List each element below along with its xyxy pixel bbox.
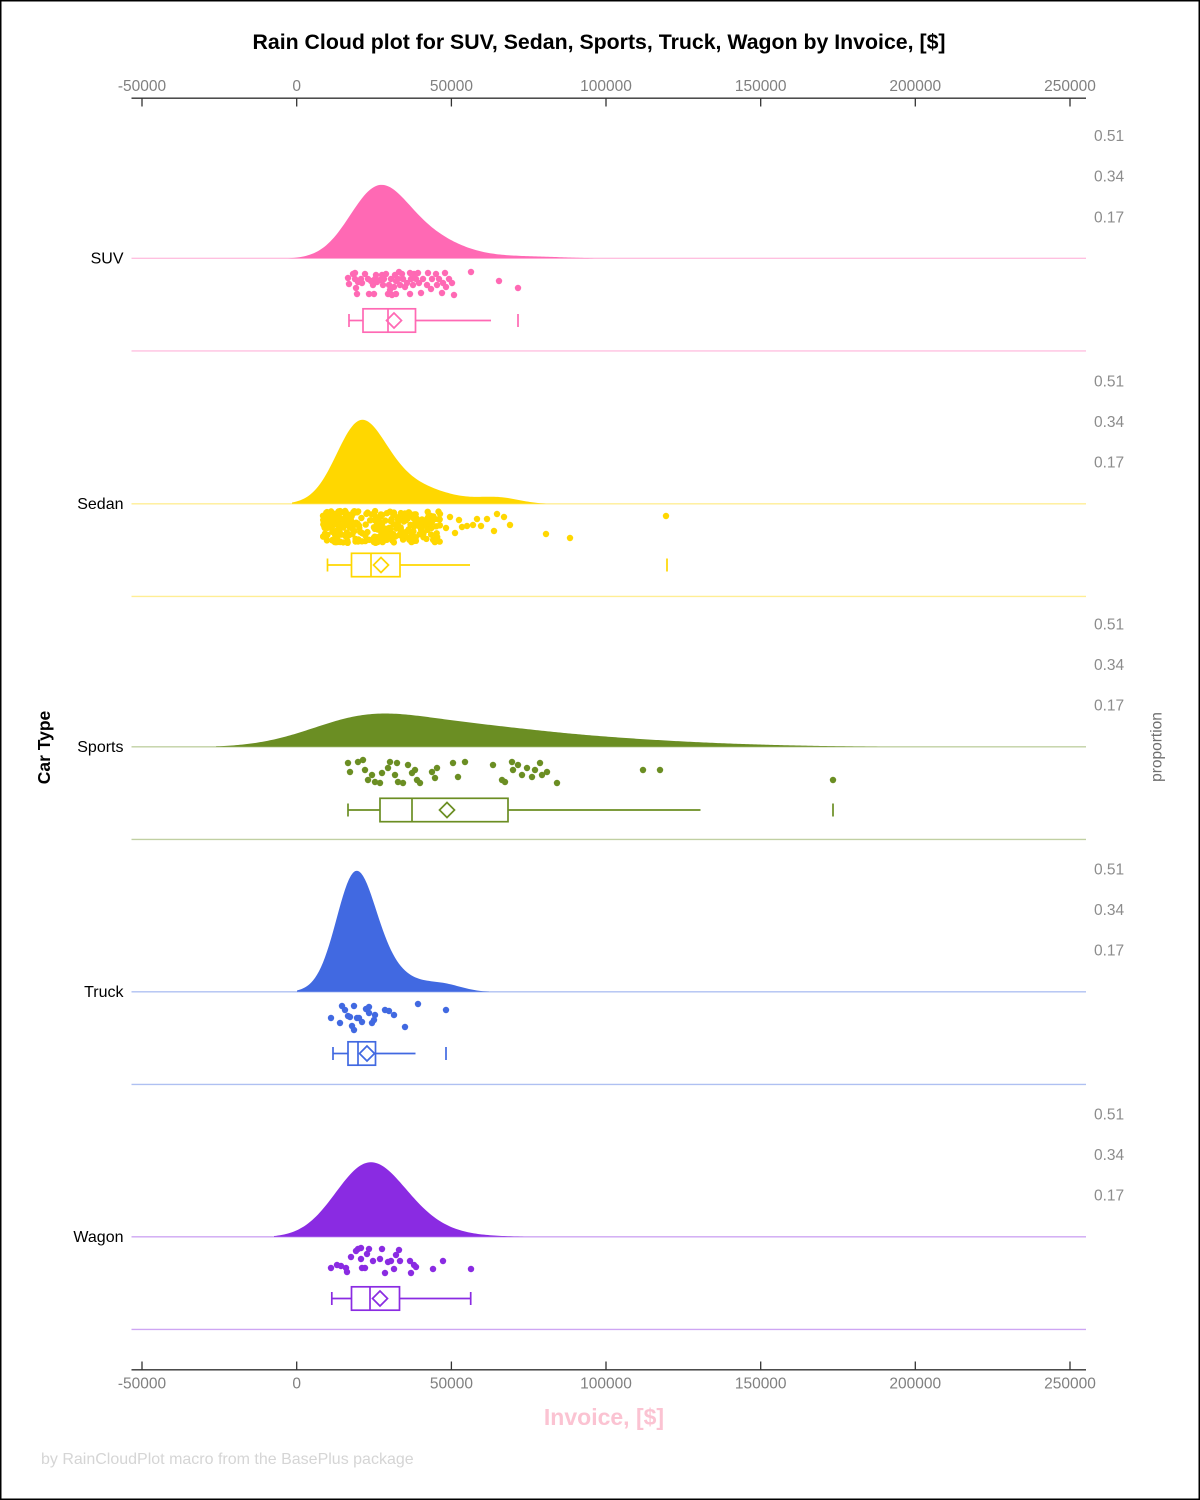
svg-text:0: 0: [292, 1376, 301, 1393]
svg-text:0.51: 0.51: [1094, 862, 1124, 879]
svg-text:Truck: Truck: [84, 984, 124, 1001]
svg-text:0.34: 0.34: [1094, 169, 1125, 186]
svg-text:-50000: -50000: [118, 78, 167, 95]
svg-text:0: 0: [292, 78, 301, 95]
svg-text:150000: 150000: [735, 1376, 787, 1393]
svg-text:100000: 100000: [580, 78, 632, 95]
svg-text:0.17: 0.17: [1094, 943, 1124, 960]
svg-text:0.51: 0.51: [1094, 128, 1124, 145]
svg-text:250000: 250000: [1044, 1376, 1096, 1393]
svg-text:0.51: 0.51: [1094, 1107, 1124, 1124]
svg-text:by RainCloudPlot macro from th: by RainCloudPlot macro from the BasePlus…: [41, 1451, 414, 1468]
svg-text:-50000: -50000: [118, 1376, 167, 1393]
svg-text:Car Type: Car Type: [34, 710, 54, 784]
svg-text:200000: 200000: [889, 78, 941, 95]
svg-text:50000: 50000: [430, 78, 473, 95]
svg-text:0.17: 0.17: [1094, 209, 1124, 226]
svg-text:0.17: 0.17: [1094, 455, 1124, 472]
svg-text:250000: 250000: [1044, 78, 1096, 95]
svg-text:50000: 50000: [430, 1376, 473, 1393]
svg-text:0.34: 0.34: [1094, 1147, 1125, 1164]
svg-text:0.34: 0.34: [1094, 414, 1125, 431]
svg-text:150000: 150000: [735, 78, 787, 95]
svg-text:200000: 200000: [889, 1376, 941, 1393]
svg-text:0.51: 0.51: [1094, 617, 1124, 634]
svg-text:Sedan: Sedan: [77, 496, 123, 513]
svg-text:Wagon: Wagon: [73, 1229, 123, 1246]
svg-text:0.34: 0.34: [1094, 902, 1125, 919]
svg-text:0.51: 0.51: [1094, 374, 1124, 391]
svg-text:100000: 100000: [580, 1376, 632, 1393]
svg-text:Invoice, [$]: Invoice, [$]: [544, 1404, 664, 1430]
svg-text:SUV: SUV: [91, 251, 124, 268]
svg-text:Rain Cloud plot for SUV, Sedan: Rain Cloud plot for SUV, Sedan, Sports, …: [252, 30, 945, 54]
svg-text:proportion: proportion: [1149, 712, 1166, 782]
svg-text:0.17: 0.17: [1094, 698, 1124, 715]
svg-text:Sports: Sports: [77, 739, 123, 756]
svg-text:0.34: 0.34: [1094, 657, 1125, 674]
svg-text:0.17: 0.17: [1094, 1188, 1124, 1205]
